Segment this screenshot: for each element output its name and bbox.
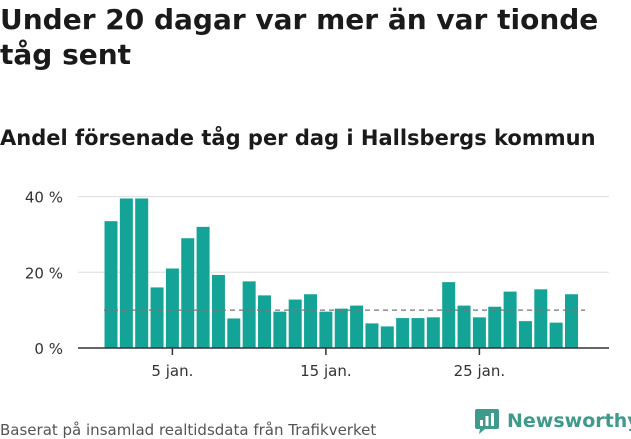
bar [288, 299, 302, 348]
bar [258, 295, 271, 348]
source-note: Baserat på insamlad realtidsdata från Tr… [0, 421, 377, 439]
bar [534, 289, 548, 348]
bar [135, 198, 149, 348]
bar [150, 287, 164, 348]
bar [396, 318, 410, 348]
bar [119, 198, 133, 348]
bar [242, 281, 256, 348]
bar [304, 294, 318, 348]
chart-subtitle: Andel försenade tåg per dag i Hallsbergs… [0, 126, 596, 150]
bar [211, 274, 225, 348]
bar [503, 291, 517, 348]
bar-chart: 0 % 20 % 40 % 5 jan. 15 jan. 25 jan. [25, 189, 609, 380]
bar [196, 226, 210, 348]
grid-lines [78, 196, 609, 273]
bar [457, 305, 471, 348]
y-tick-label: 40 % [25, 189, 63, 207]
newsworthy-logo-icon [475, 409, 499, 434]
bar [442, 282, 456, 348]
bar [334, 308, 348, 348]
bar [488, 306, 502, 348]
bar [227, 318, 241, 348]
axes: 0 % 20 % 40 % 5 jan. 15 jan. 25 jan. [25, 189, 609, 380]
x-tick-label: 25 jan. [454, 362, 506, 380]
bar [426, 317, 440, 348]
bar [273, 311, 287, 348]
x-tick-label: 15 jan. [300, 362, 352, 380]
brand-name: Newsworthy [507, 410, 631, 432]
bar [472, 317, 486, 348]
bar [104, 221, 118, 348]
x-tick-label: 5 jan. [151, 362, 193, 380]
bar [319, 311, 333, 348]
bar [380, 326, 394, 348]
bar [549, 322, 563, 348]
bar [518, 321, 532, 348]
y-tick-label: 20 % [25, 264, 63, 282]
bar [165, 268, 179, 348]
bar [181, 238, 195, 348]
bars [104, 198, 578, 348]
bar [350, 305, 364, 348]
bar [565, 294, 578, 348]
bar [365, 323, 379, 348]
newsworthy-brand[interactable]: Newsworthy [474, 406, 631, 436]
chart-title: Under 20 dagar var mer än var tionde tåg… [0, 3, 599, 71]
y-tick-label: 0 % [34, 340, 63, 358]
bar [411, 318, 425, 348]
